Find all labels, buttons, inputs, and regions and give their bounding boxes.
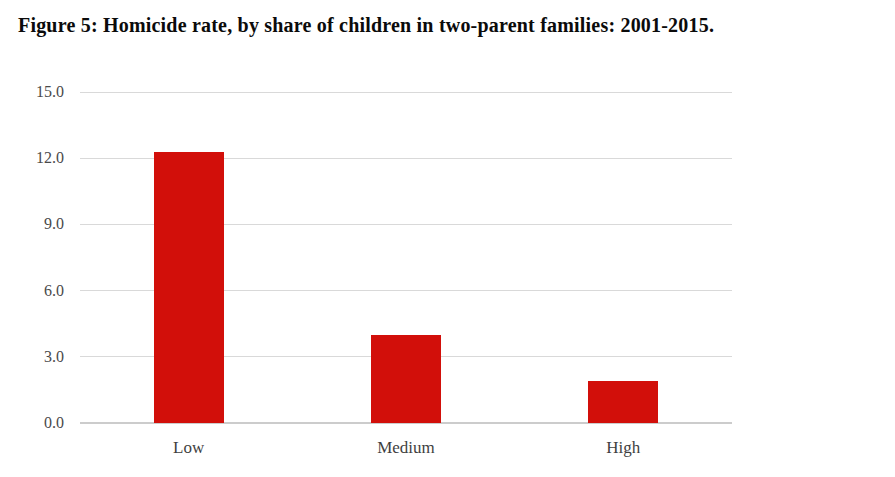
x-tick-label-medium: Medium (336, 439, 476, 457)
bar-high (588, 381, 658, 423)
y-tick-label: 3.0 (2, 349, 64, 365)
chart-title: Figure 5: Homicide rate, by share of chi… (18, 14, 878, 37)
y-tick-label: 12.0 (2, 150, 64, 166)
y-tick-label: 9.0 (2, 216, 64, 232)
bar-low (154, 152, 224, 423)
bar-medium (371, 335, 441, 423)
x-tick-label-high: High (553, 439, 693, 457)
y-tick-label: 15.0 (2, 84, 64, 100)
x-tick-label-low: Low (119, 439, 259, 457)
plot-area (80, 92, 732, 423)
y-tick-label: 6.0 (2, 283, 64, 299)
gridline (80, 92, 732, 93)
y-tick-label: 0.0 (2, 415, 64, 431)
figure-canvas: Figure 5: Homicide rate, by share of chi… (0, 0, 895, 477)
